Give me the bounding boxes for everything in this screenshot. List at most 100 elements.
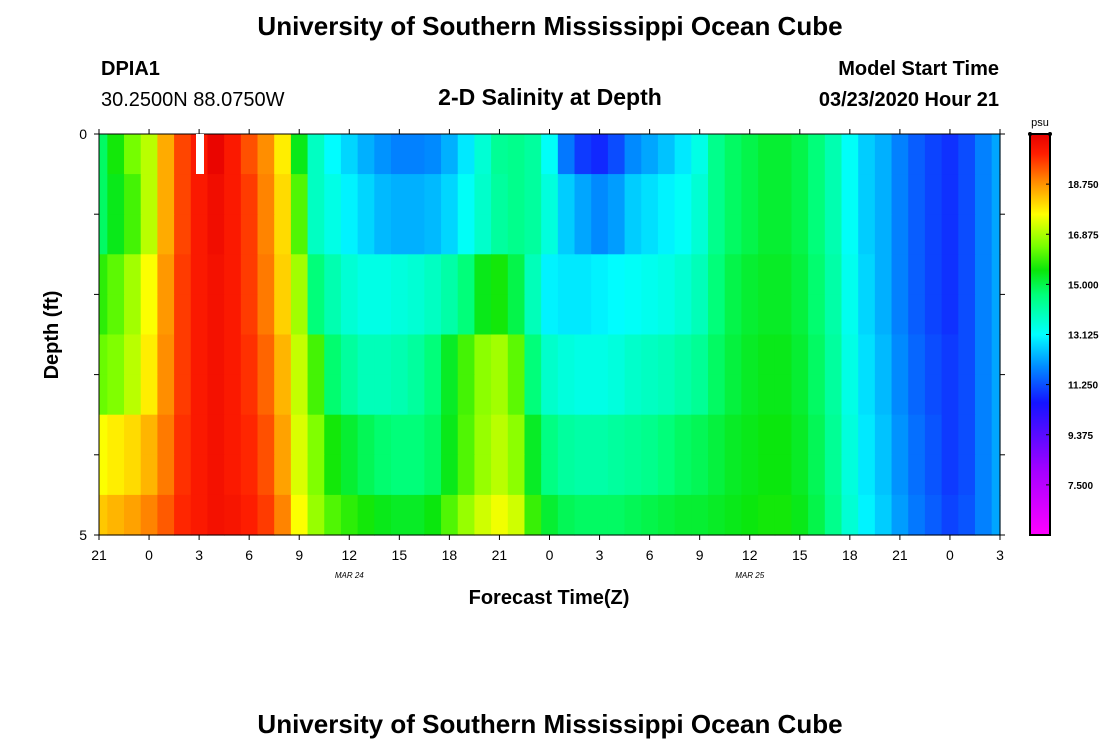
heatmap-cell [474, 414, 492, 456]
heatmap-cell [774, 174, 793, 215]
x-axis: 21 0 3 6 9 12 15 18 21 0 3 6 9 12 15 18 21 0 3 MAR 24 MAR 25 [91, 129, 1004, 580]
heatmap-cell [99, 174, 108, 215]
heatmap-cell [424, 414, 442, 456]
heatmap-cell [574, 294, 592, 336]
heatmap-cell [374, 174, 392, 215]
heatmap-cell [574, 134, 592, 175]
y-axis: 05 [79, 126, 1005, 543]
heatmap-cell [340, 454, 359, 496]
heatmap-cell [124, 334, 142, 376]
heatmap-cell [99, 294, 108, 336]
heatmap-cell [424, 454, 442, 496]
heatmap-cell [107, 494, 125, 536]
heatmap-cell [874, 454, 893, 496]
heatmap-cell [240, 214, 259, 255]
heatmap-cell [541, 334, 559, 376]
heatmap-cell [340, 254, 359, 295]
heatmap-cell [641, 334, 659, 376]
heatmap-cell [507, 134, 526, 175]
heatmap-cell [224, 254, 242, 295]
heatmap-cell [941, 214, 959, 255]
heatmap-cell [741, 174, 759, 215]
heatmap-cell [274, 174, 292, 215]
heatmap-cell [958, 174, 976, 215]
heatmap-cell [290, 294, 309, 336]
heatmap-cell [340, 494, 359, 536]
heatmap-cell [390, 134, 409, 175]
heatmap-cell [741, 294, 759, 336]
heatmap-cell [941, 334, 959, 376]
heatmap-cell [758, 294, 776, 336]
heatmap-cell [724, 334, 742, 376]
heatmap-cell [390, 414, 409, 456]
heatmap-cell [124, 294, 142, 336]
heatmap-cell [340, 414, 359, 456]
heatmap-cell [257, 334, 275, 376]
heatmap-cell [858, 254, 876, 295]
heatmap-cell [307, 334, 325, 376]
heatmap-cell [624, 414, 642, 456]
heatmap-cell [824, 134, 843, 175]
heatmap-cell [674, 294, 692, 336]
heatmap-cell [441, 134, 459, 175]
heatmap-cell [324, 254, 342, 295]
heatmap-cell [674, 334, 692, 376]
heatmap-cell [207, 134, 225, 175]
heatmap-cell [908, 134, 926, 175]
heatmap-cell [824, 334, 843, 376]
heatmap-cell [991, 494, 1001, 536]
heatmap-cell [491, 374, 509, 416]
heatmap-cell [290, 374, 309, 416]
colorbar-tick-label: 13.125 [1068, 331, 1099, 342]
heatmap-cell [874, 334, 893, 376]
heatmap-cell [991, 294, 1001, 336]
heatmap-cell [874, 294, 893, 336]
heatmap-cell [708, 334, 726, 376]
heatmap-cell [641, 174, 659, 215]
heatmap-cell [941, 294, 959, 336]
heatmap-cell [324, 414, 342, 456]
heatmap-cell [841, 134, 859, 175]
heatmap-cell [607, 454, 626, 496]
heatmap-cell [874, 214, 893, 255]
heatmap-cell [841, 254, 859, 295]
heatmap-cell [307, 454, 325, 496]
heatmap-cell [808, 374, 826, 416]
heatmap-cell [641, 134, 659, 175]
heatmap-cell [924, 254, 943, 295]
heatmap-cell [724, 134, 742, 175]
heatmap-cell [507, 174, 526, 215]
heatmap-cell [958, 374, 976, 416]
heatmap-cell [240, 294, 259, 336]
heatmap-cell [307, 374, 325, 416]
heatmap-cell [724, 414, 742, 456]
colorbar-unit: psu [1031, 117, 1049, 129]
heatmap-cell [457, 214, 476, 255]
heatmap-cell [324, 134, 342, 175]
heatmap-cell [174, 174, 192, 215]
heatmap-cell [708, 494, 726, 536]
heatmap-cell [958, 454, 976, 496]
heatmap-cell [941, 494, 959, 536]
heatmap-cell [591, 214, 609, 255]
heatmap-cell [257, 214, 275, 255]
x-tick-label: 0 [946, 547, 954, 563]
heatmap-cell [958, 414, 976, 456]
heatmap-cell [190, 294, 209, 336]
heatmap-cell [674, 494, 692, 536]
heatmap-cell [591, 494, 609, 536]
heatmap-cell [991, 414, 1001, 456]
heatmap-cell [858, 334, 876, 376]
heatmap-cell [557, 254, 576, 295]
heatmap-cell [958, 134, 976, 175]
heatmap-cell [424, 174, 442, 215]
heatmap-cell [307, 494, 325, 536]
heatmap-cell [774, 334, 793, 376]
heatmap-cell [190, 334, 209, 376]
heatmap-cell [507, 294, 526, 336]
heatmap-cell [224, 414, 242, 456]
heatmap-cell [958, 214, 976, 255]
heatmap-cell [99, 374, 108, 416]
heatmap-cell [758, 174, 776, 215]
heatmap-cell [257, 134, 275, 175]
